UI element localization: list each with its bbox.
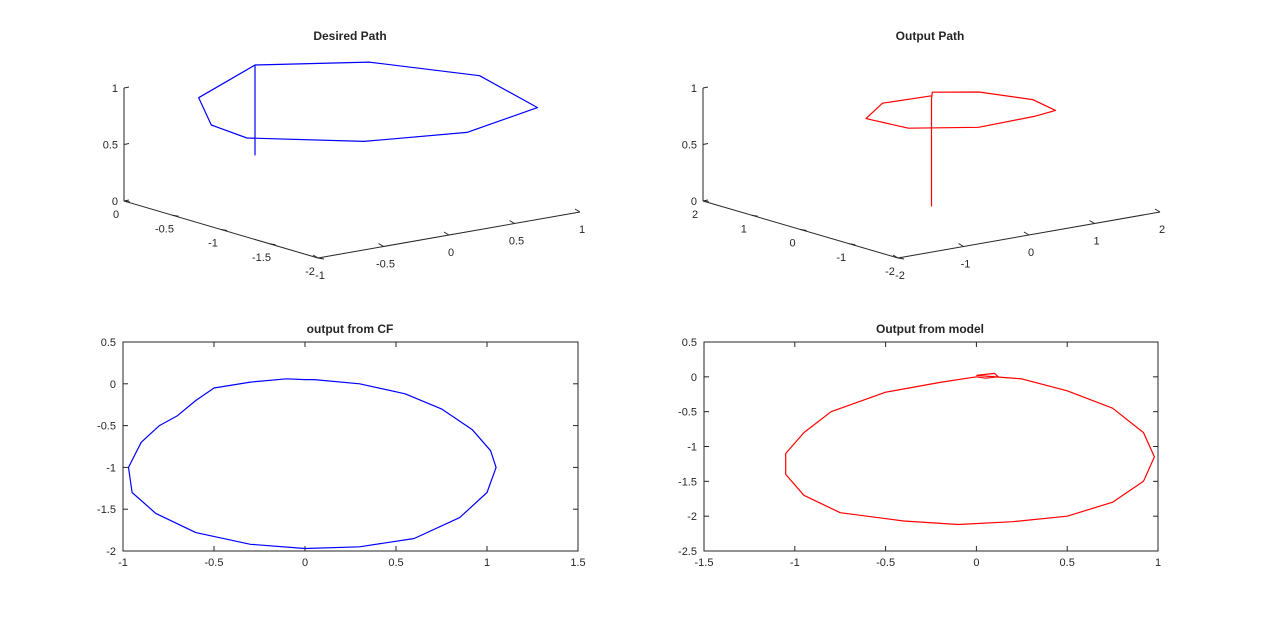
cf-axes-box [122,341,579,552]
outpath-z-tick-mark [702,143,709,145]
cf-y-tick-label: -2 [106,546,116,558]
outpath-x-tick-label: -2 [885,266,895,278]
outpath-x-tick-label: 1 [741,223,747,235]
outpath-x-tick-label: -1 [836,252,846,264]
model-y-tick-label: -1 [687,442,697,454]
desired-x-tick-label: 0 [113,209,119,221]
desired-y-tick-mark [378,243,384,247]
model-x-tick-label: -1 [790,557,800,569]
desired-x-tick-mark [317,257,325,260]
desired-z-tick-mark [123,86,130,89]
desired-y-tick-mark [509,220,515,224]
model-y-tick-label: -1.5 [678,476,697,488]
cf-x-tick-label: 0 [302,557,308,569]
outpath-z-tick-mark [702,86,709,89]
outpath-x-tick-mark [800,229,807,231]
model-x-tick-label: -1.5 [695,557,714,569]
outpath-y-tick-label: -2 [895,270,905,282]
desired-x-tick-label: -2 [305,266,315,278]
desired-x-tick-label: -0.5 [155,223,174,235]
cf-x-tick-label: -0.5 [205,557,224,569]
model-y-tick-label: 0 [691,372,697,384]
desired-x-tick-mark [269,243,276,246]
outpath-z-tick-label: 0 [691,196,697,208]
outpath-y-tick-label: 1 [1093,236,1099,248]
outpath-y-tick-mark [1023,231,1030,236]
outpath-z-tick-label: 0.5 [682,140,697,152]
outpath-y-tick-mark [958,243,964,247]
outpath-x-tick-label: 0 [789,238,795,250]
cf-y-tick-label: 0.5 [101,337,116,349]
outpath-x-tick-mark [849,243,856,246]
desired-x-tick-mark [123,200,131,203]
cf-y-tick-label: -0.5 [97,421,116,433]
desired-x-tick-label: -1.5 [252,252,271,264]
desired-z-tick-label: 0.5 [103,140,118,152]
desired-x-tick-mark [220,229,228,231]
model-y-tick-label: -0.5 [678,407,697,419]
outpath-y-tick-label: 0 [1028,247,1034,259]
model-x-tick-label: 1 [1155,557,1161,569]
desired-y-tick-label: 0 [448,247,454,259]
model-x-tick-label: 0 [973,557,979,569]
desired-y-tick-label: -0.5 [376,259,395,271]
desired-y-tick-label: 0.5 [509,236,524,248]
outpath-x-tick-label: 2 [692,209,698,221]
desired-y-tick-mark [574,208,581,213]
desired-y-tick-mark [312,254,319,259]
chart-title-output-from-cf: output from CF [307,322,394,336]
plots-layer: -1 -0.5 0 0.5 1 1.5 -2 -1.5 -1 -0.5 0 0.5 -1.5 -1 -0.5… [97,61,1165,569]
outpath-y-tick-label: -1 [961,259,971,271]
desired-x-tick-mark [172,214,179,217]
outpath-series-line [865,91,1057,207]
desired-x-tick-label: -1 [208,238,218,250]
outpath-x-tick-mark [751,214,758,217]
outpath-z-tick-label: 1 [691,83,697,95]
desired-series-line [198,61,539,156]
model-y-tick-label: -2.5 [678,546,697,558]
model-axes-box [703,341,1159,552]
cf-y-tick-label: 0 [110,379,116,391]
cf-x-tick-label: -1 [118,557,128,569]
chart-title-output-path: Output Path [896,29,965,43]
desired-z-tick-label: 1 [112,83,118,95]
chart-title-output-from-model: Output from model [876,322,984,336]
outpath-y-tick-label: 2 [1159,224,1165,236]
model-y-tick-label: -2 [687,511,697,523]
model-series-line [785,372,1156,526]
cf-y-tick-label: -1.5 [97,504,116,516]
cf-y-tick-label: -1 [106,462,116,474]
desired-y-tick-label: -1 [315,270,325,282]
chart-title-desired-path: Desired Path [313,29,386,43]
model-x-tick-label: -0.5 [876,557,895,569]
outpath-x-tick-mark [702,200,710,203]
model-x-tick-label: 0.5 [1060,557,1075,569]
desired-y-tick-label: 1 [579,224,585,236]
cf-x-tick-label: 1.5 [570,557,585,569]
desired-z-tick-mark [123,143,130,145]
outpath-x-tick-mark [897,257,905,260]
model-y-tick-label: 0.5 [682,337,697,349]
desired-z-tick-label: 0 [112,196,118,208]
outpath-y-tick-mark [1154,208,1161,213]
cf-series-line [127,378,497,550]
cf-x-tick-label: 0.5 [388,557,403,569]
outpath-y-tick-mark [892,254,899,259]
outpath-y-tick-mark [1089,220,1095,224]
cf-x-tick-label: 1 [484,557,490,569]
desired-y-tick-mark [443,231,450,236]
